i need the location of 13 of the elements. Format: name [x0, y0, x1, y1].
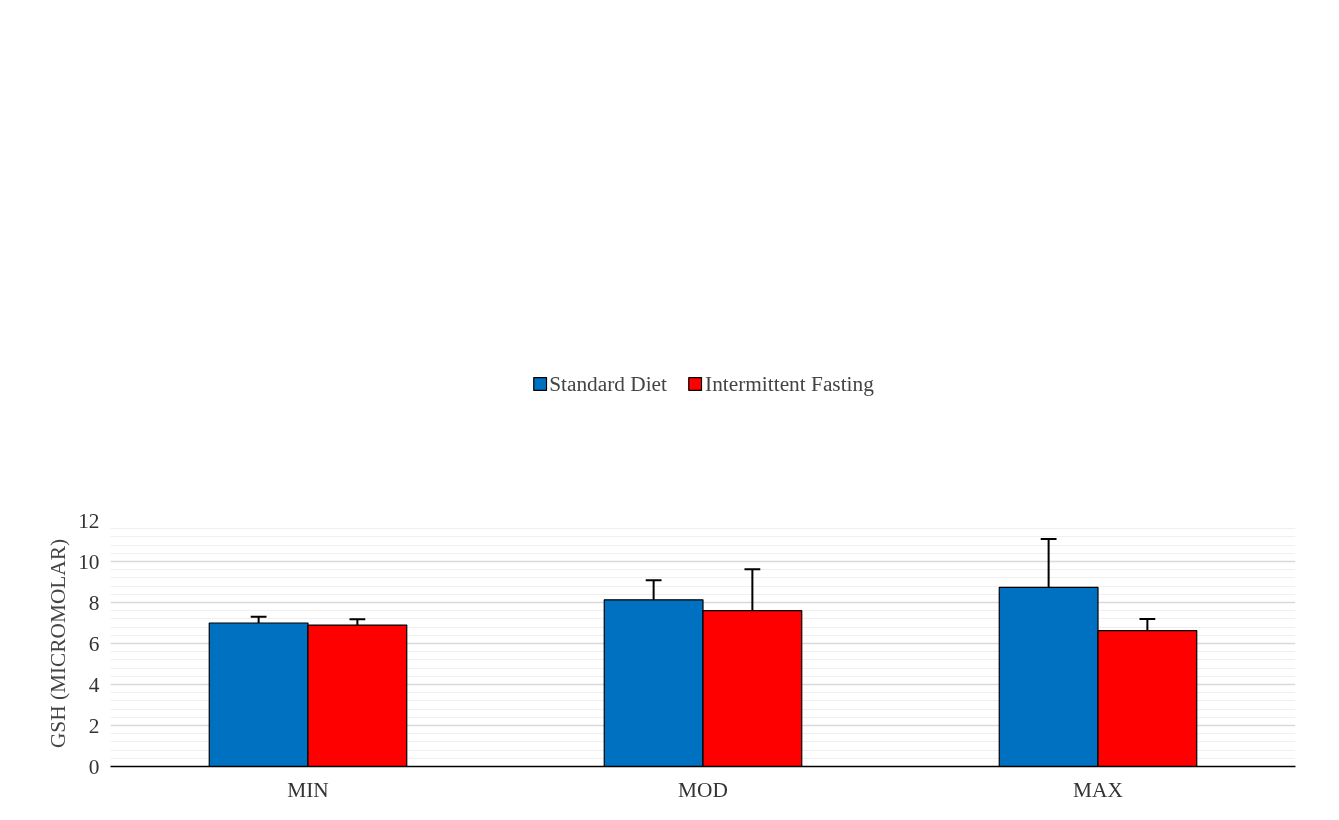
y-axis-title: GSH (MICROMOLAR) — [46, 538, 71, 749]
y-tick-label: 8 — [88, 590, 100, 615]
x-tick-label: MAX — [1073, 777, 1124, 802]
y-tick-label: 6 — [88, 631, 100, 656]
y-tick-label: 2 — [88, 713, 100, 738]
y-tick-label: 4 — [88, 672, 100, 697]
legend-label: Standard Diet — [549, 371, 668, 397]
y-tick-label: 10 — [78, 549, 100, 574]
y-tick-label: 12 — [78, 508, 100, 533]
legend-label: Intermittent Fasting — [705, 371, 874, 397]
x-tick-label: MOD — [678, 777, 728, 802]
y-tick-label: 0 — [88, 754, 100, 779]
x-tick-label: MIN — [287, 777, 329, 802]
